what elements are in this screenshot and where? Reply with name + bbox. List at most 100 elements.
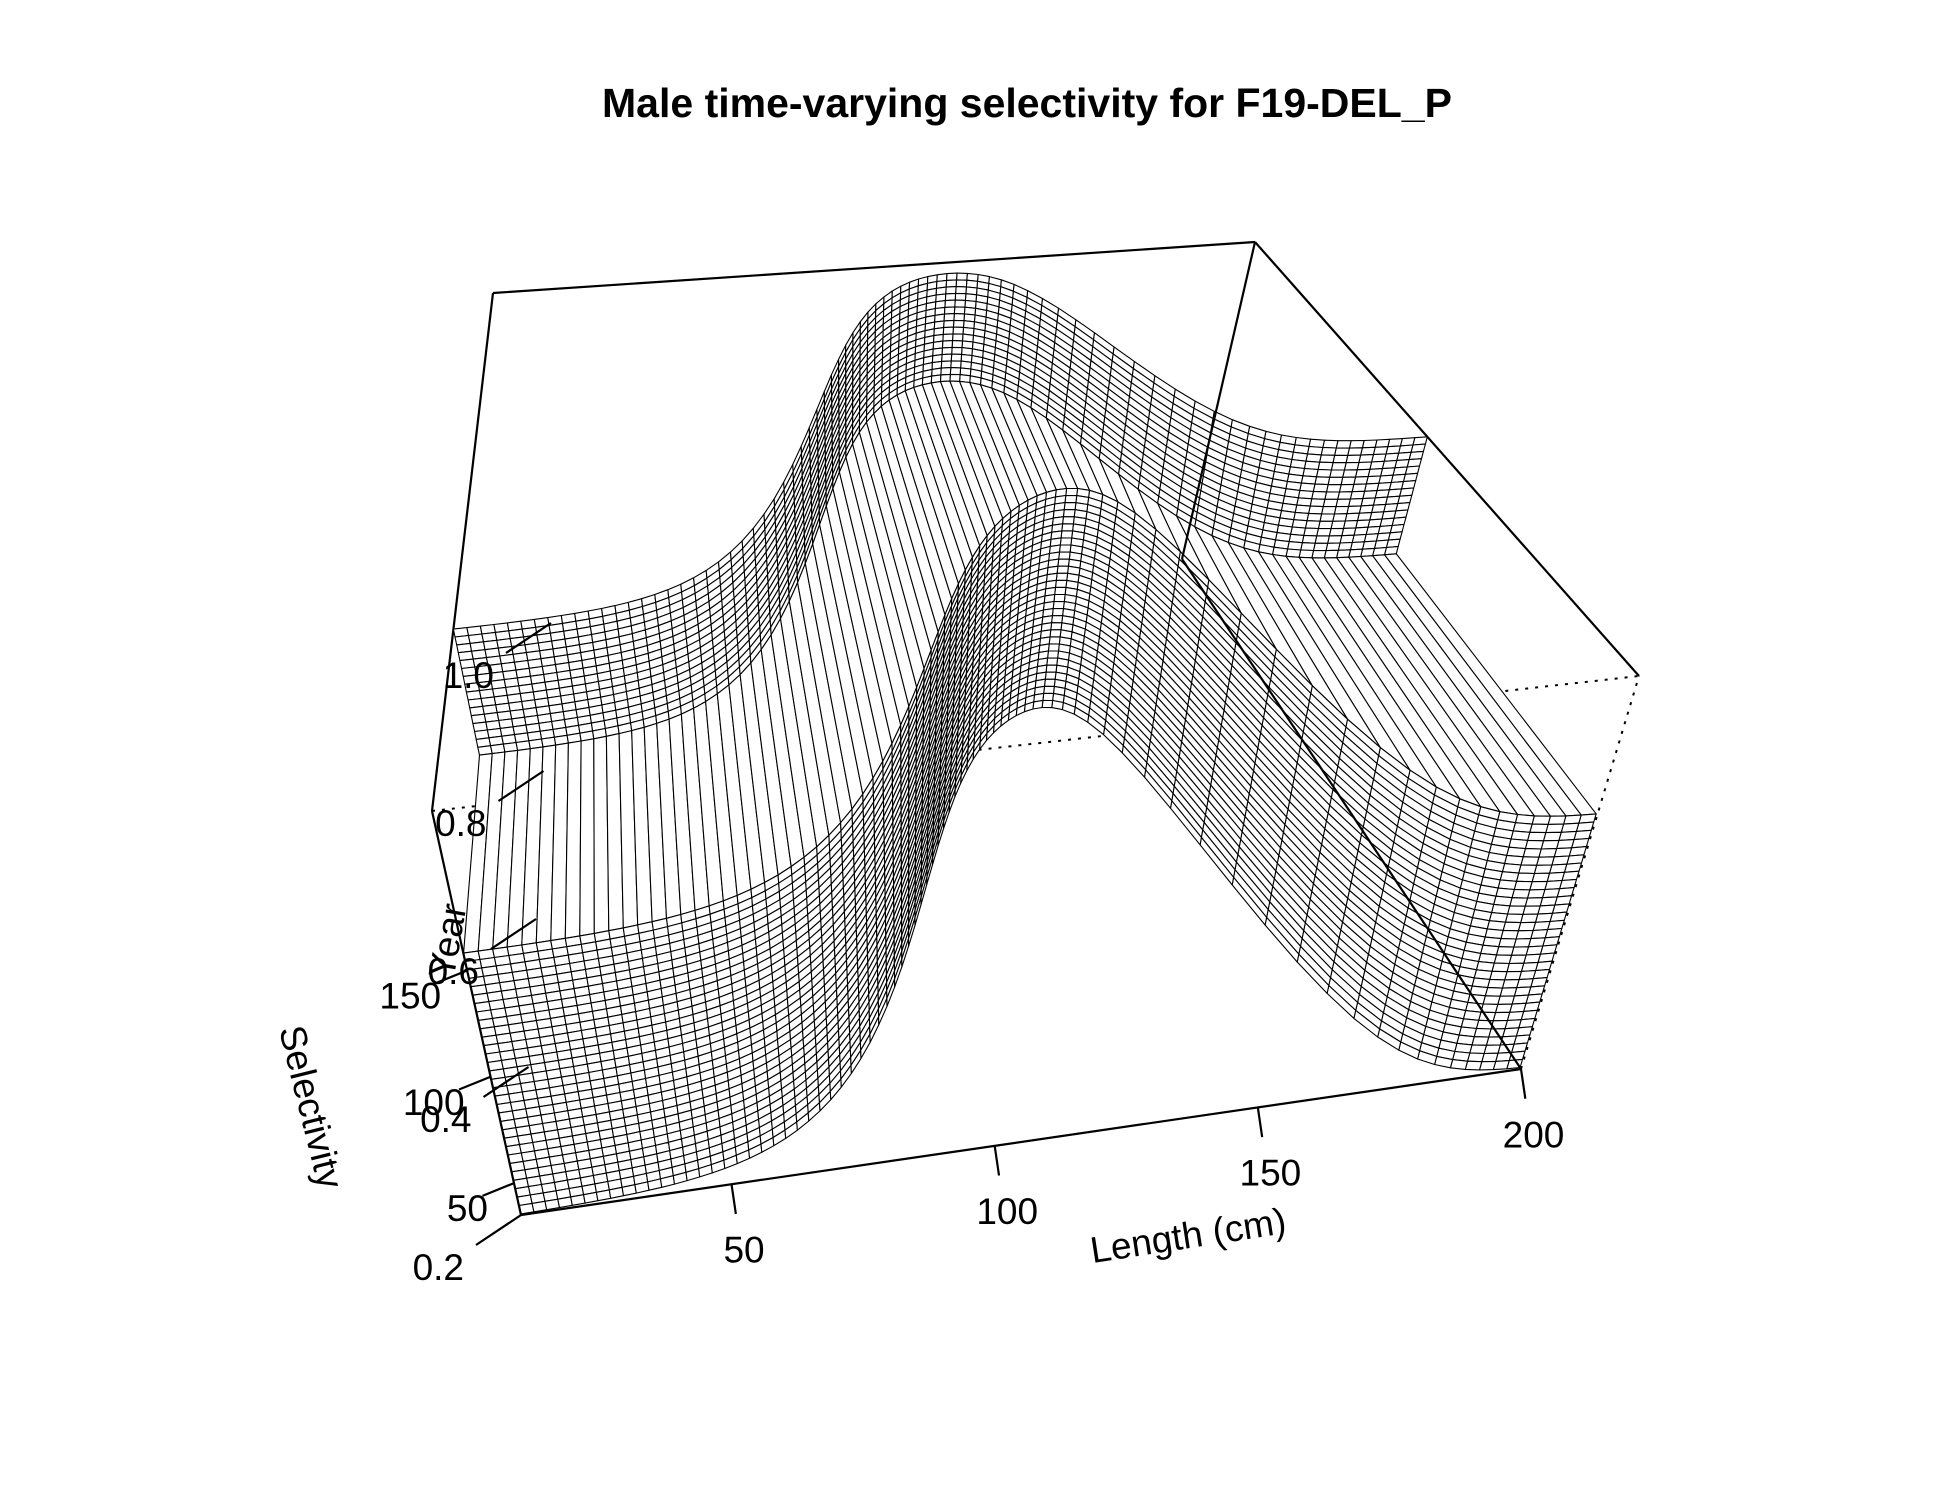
surface-facet	[1502, 921, 1522, 932]
box-back-left-vertical	[430, 292, 495, 812]
surface-facet	[1509, 897, 1529, 907]
surface-facet	[1540, 839, 1560, 850]
surface-facet	[1058, 544, 1072, 553]
surface-facet	[940, 367, 952, 376]
surface-facet	[1062, 516, 1075, 525]
x-tick-label: 100	[976, 1191, 1038, 1232]
surface-facet	[1337, 491, 1353, 500]
surface-facet	[951, 333, 964, 342]
surface-facet	[949, 373, 961, 382]
surface-facet	[1531, 872, 1551, 883]
surface-facet	[1332, 513, 1348, 522]
surface-facet	[945, 286, 957, 295]
surface-facet	[1340, 476, 1357, 486]
box-back-top-edge	[492, 240, 1256, 295]
box-front-right-vertical	[1181, 558, 1522, 1070]
surface-facet	[1495, 946, 1515, 956]
surface-facet	[579, 738, 595, 937]
surface-facet	[1046, 657, 1059, 666]
surface-facet	[1309, 498, 1326, 508]
x-tick	[1256, 1107, 1264, 1138]
surface-facet	[1324, 491, 1340, 500]
surface-facet	[1311, 549, 1327, 559]
x-tick	[730, 1184, 737, 1215]
x-tick-label: 150	[1240, 1153, 1302, 1194]
surface-facet	[1500, 929, 1519, 940]
y-axis: 50 100 150	[379, 969, 515, 1229]
box-front-bottom-edge	[520, 1067, 1522, 1217]
box-right-top-edge	[1180, 241, 1257, 560]
surface-facet	[1061, 523, 1074, 532]
surface-facet	[953, 306, 966, 315]
surface-facet	[1489, 970, 1508, 981]
surface-facet	[1498, 938, 1517, 948]
surface-facet	[942, 333, 954, 342]
z-tick-label: 0.6	[428, 951, 479, 992]
x-tick	[993, 1145, 1001, 1176]
surface-facet	[1531, 815, 1551, 825]
y-tick	[458, 1075, 491, 1091]
surface-facet	[1343, 461, 1360, 471]
x-tick	[1519, 1068, 1527, 1099]
surface-facet	[583, 1191, 599, 1204]
surface-facet	[1304, 520, 1321, 530]
surface-facet	[1330, 462, 1347, 471]
surface-facet	[1050, 622, 1063, 631]
surface-facet	[1322, 439, 1339, 449]
z-tick	[482, 1066, 530, 1098]
surface-facet	[544, 1198, 561, 1211]
surface-facet	[950, 353, 963, 362]
surface-facet	[1298, 549, 1315, 559]
x-axis: 50 100 150 200	[723, 1068, 1564, 1271]
surface-facet	[1538, 848, 1558, 858]
surface-facet	[1064, 494, 1078, 504]
surface-facet	[1300, 542, 1316, 552]
surface-facet	[1542, 831, 1562, 842]
surface-facet	[1320, 446, 1337, 456]
surface-facet	[1330, 520, 1346, 530]
surface-facet	[1043, 685, 1055, 694]
box-back-right-vertical	[1254, 241, 1640, 677]
x-tick-label: 50	[723, 1230, 764, 1271]
surface-facet	[1315, 468, 1332, 478]
surface-facet	[953, 313, 965, 322]
surface-facet	[949, 367, 962, 376]
surface-facet	[1044, 671, 1057, 680]
surface-facet	[1518, 864, 1538, 875]
surface-facet	[1051, 608, 1064, 617]
z-tick	[475, 1214, 522, 1246]
surface-facet	[941, 346, 953, 356]
surface-facet	[952, 319, 965, 328]
surface-facet	[944, 292, 957, 302]
surface-facet	[955, 286, 967, 295]
surface-facet	[1529, 823, 1549, 834]
surface-facet	[1449, 1059, 1469, 1070]
surface-facet	[955, 279, 968, 288]
surface-facet	[564, 740, 582, 939]
surface-facet	[1319, 454, 1336, 464]
x-axis-title: Length (cm)	[1087, 1200, 1288, 1271]
z-tick	[505, 622, 552, 654]
surface-facet	[1328, 527, 1345, 537]
surface-facet	[955, 272, 968, 281]
surface-facet	[1338, 483, 1355, 493]
surface-facet	[1354, 468, 1371, 478]
surface-facet	[1325, 542, 1341, 552]
surface-facet	[1335, 498, 1351, 508]
surface-facet	[940, 360, 952, 369]
surface-facet	[1316, 527, 1332, 537]
surface-facet	[1047, 643, 1060, 652]
surface-facet	[1052, 600, 1065, 610]
surface-facet	[954, 299, 966, 308]
surface-facet	[1317, 520, 1334, 530]
surface-facet	[1348, 498, 1364, 507]
surface-facet	[1353, 476, 1369, 485]
surface-facet	[1334, 447, 1350, 456]
surface-facet	[1513, 880, 1533, 891]
surface-facet	[1515, 872, 1535, 883]
surface-facet	[1469, 1044, 1487, 1055]
surface-facet	[1374, 438, 1391, 448]
chart-title: Male time-varying selectivity for F19-DE…	[602, 80, 1452, 126]
surface-facet	[570, 1194, 586, 1206]
